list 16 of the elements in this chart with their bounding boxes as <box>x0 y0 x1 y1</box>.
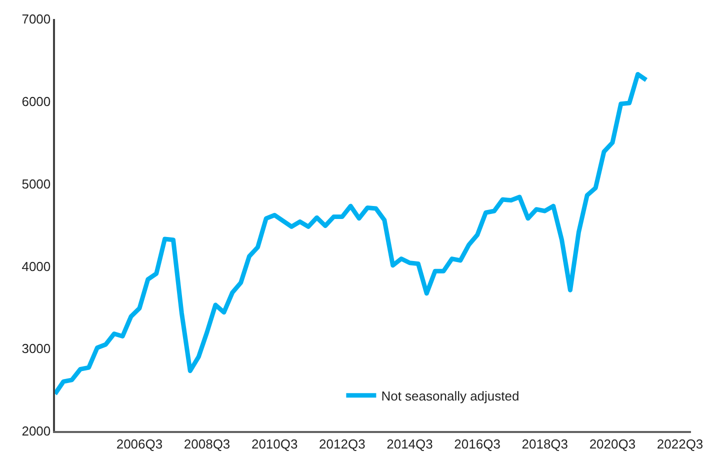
x-tick-label: 2014Q3 <box>386 436 433 452</box>
y-tick-label: 4000 <box>22 258 51 274</box>
y-tick-label: 2000 <box>22 424 51 439</box>
x-tick-label: 2018Q3 <box>522 436 568 452</box>
y-tick-label: 7000 <box>22 12 51 27</box>
x-tick-label: 2022Q3 <box>656 436 704 452</box>
legend-label: Not seasonally adjusted <box>381 388 520 404</box>
y-tick-label: 5000 <box>22 176 51 192</box>
y-tick-label: 3000 <box>22 341 51 356</box>
x-tick-label: 2020Q3 <box>589 436 636 452</box>
x-tick-label: 2012Q3 <box>319 436 366 452</box>
x-tick-label: 2016Q3 <box>454 436 500 452</box>
y-tick-label: 6000 <box>22 94 51 109</box>
x-tick-label: 2008Q3 <box>184 436 230 452</box>
x-tick-label: 2010Q3 <box>251 436 298 452</box>
x-tick-label: 2006Q3 <box>116 436 163 452</box>
